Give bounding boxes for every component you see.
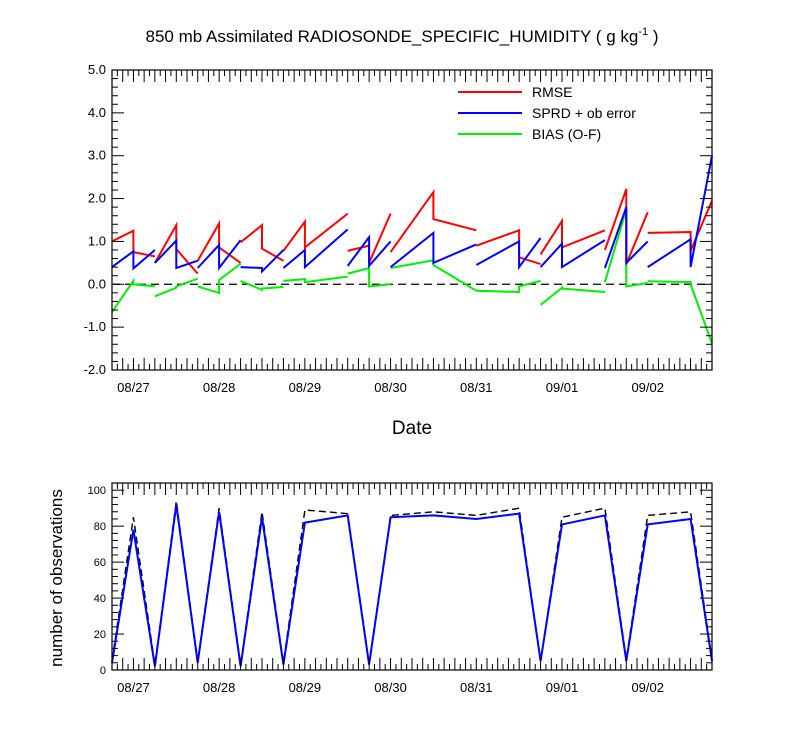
top-chart-xtick-label: 08/30 (374, 380, 407, 395)
bottom-chart-ytick-label: 0 (100, 665, 106, 677)
title-main: 850 mb Assimilated RADIOSONDE_SPECIFIC_H… (146, 27, 639, 46)
series-rmse-segment (282, 212, 349, 252)
top-chart-ytick-label: 2.0 (88, 191, 106, 206)
top-chart-ytick-label: 3.0 (88, 148, 106, 163)
bottom-chart-frame-layer: 0 20 40 60 80 100 08/27 08/28 08/29 08/30 08/31 09/… (88, 482, 713, 695)
top-chart-ytick-label: 0.0 (88, 276, 106, 291)
series-sprd-ob-error-segment (240, 249, 285, 274)
series-sprd-ob-error-segment (282, 228, 349, 270)
bottom-chart-ytick-label: 40 (94, 593, 106, 605)
series-bias-o-f-segment (347, 266, 391, 288)
bottom-chart-ytick-label: 80 (94, 521, 106, 533)
legend-label: SPRD + ob error (532, 105, 636, 121)
series-bias-o-f-segment (647, 280, 713, 344)
top-chart-ytick-label: 5.0 (88, 62, 106, 77)
bottom-chart-ytick-label: 60 (94, 557, 106, 569)
series-rmse-segment (539, 217, 606, 255)
top-chart-xtick-label: 09/01 (546, 380, 579, 395)
bottom-chart-xtick-label: 08/28 (203, 680, 236, 695)
series-rmse-segment (154, 221, 199, 275)
series-bias-o-f-segment (240, 279, 284, 292)
series-sprd-ob-error-segment (346, 234, 392, 269)
series-bias-o-f-segment (154, 277, 199, 298)
series-bias-o-f-segment (111, 277, 155, 313)
series-bias-o-f-segment (476, 279, 541, 294)
legend-label: RMSE (532, 84, 572, 100)
series-sprd-ob-error-segment (154, 238, 199, 270)
bottom-chart-frame (111, 482, 713, 671)
series-bias-o-f-segment (197, 262, 242, 295)
series-bias-o-f-segment (390, 259, 477, 292)
legend-label: BIAS (O-F) (532, 126, 601, 142)
title-close: ) (648, 27, 658, 46)
top-chart-xlabel: Date (392, 418, 432, 439)
bottom-chart-xtick-label: 08/27 (117, 680, 150, 695)
top-chart-xtick-label: 08/27 (117, 380, 150, 395)
top-chart-xtick-label: 08/31 (460, 380, 493, 395)
top-chart-legend: RMSE SPRD + ob error BIAS (O-F) (458, 84, 636, 142)
series-sprd-ob-error-segment (539, 239, 606, 269)
top-chart-ytick-label: -2.0 (84, 362, 106, 377)
top-chart-xtick-label: 08/28 (203, 380, 236, 395)
top-chart-ytick-label: -1.0 (84, 319, 106, 334)
series-rmse-segment (389, 188, 477, 253)
series-sprd-ob-error-segment (647, 155, 713, 268)
series-rmse-segment (111, 229, 156, 258)
series-rmse-segment (239, 223, 284, 262)
title-exponent: -1 (638, 26, 648, 38)
series-sprd-ob-error-segment (389, 230, 477, 268)
series-bias-o-f-segment (283, 275, 348, 284)
series-bias-o-f-segment (539, 285, 605, 306)
bottom-chart-ylabel: number of observations (47, 489, 66, 667)
bottom-chart-ytick-label: 20 (94, 629, 106, 641)
bottom-chart-ytick-label: 100 (88, 485, 106, 497)
bottom-chart-xtick-label: 08/31 (460, 680, 493, 695)
series-sprd-ob-error-segment (603, 206, 649, 269)
top-chart-title: 850 mb Assimilated RADIOSONDE_SPECIFIC_H… (146, 26, 659, 46)
series-sprd-ob-error-segment (475, 237, 542, 271)
top-chart-series-layer (111, 155, 713, 344)
top-chart-frame-layer: -2.0 -1.0 0.0 1.0 2.0 3.0 4.0 5.0 08/27 08/28 08/2… (84, 62, 713, 395)
top-chart-xtick-label: 09/02 (631, 380, 664, 395)
series-possible-line (111, 500, 713, 665)
series-sprd-ob-error-segment (196, 239, 242, 271)
series-assimilated-line (111, 504, 713, 667)
bottom-chart-xtick-label: 09/02 (631, 680, 664, 695)
series-sprd-ob-error-segment (111, 249, 156, 271)
bottom-chart-xtick-label: 09/01 (546, 680, 579, 695)
bottom-chart-xtick-label: 08/30 (374, 680, 407, 695)
top-chart-ytick-label: 1.0 (88, 233, 106, 248)
bottom-chart-series-layer (111, 500, 713, 667)
top-chart-ytick-label: 4.0 (88, 105, 106, 120)
bottom-chart-xtick-label: 08/29 (289, 680, 322, 695)
top-chart-xtick-label: 08/29 (289, 380, 322, 395)
